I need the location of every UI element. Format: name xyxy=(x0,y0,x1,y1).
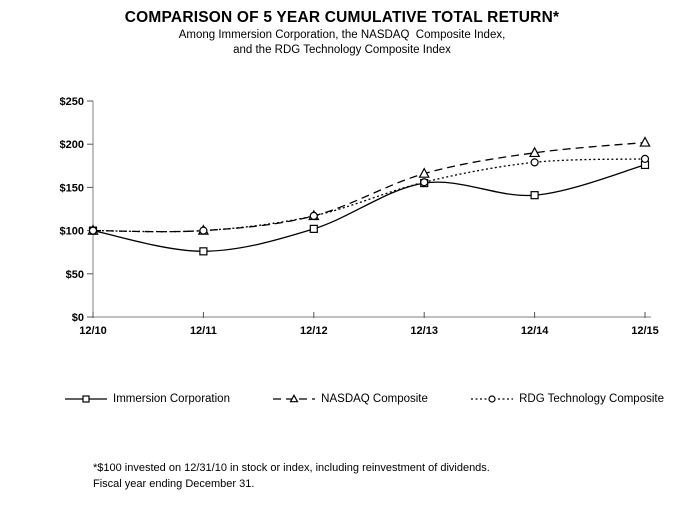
y-tick-label: $200 xyxy=(60,139,84,151)
legend-swatch-solid-square-icon xyxy=(65,395,107,403)
legend-label: NASDAQ Composite xyxy=(321,393,428,405)
legend-marker-square xyxy=(82,395,90,403)
footnote-line1: *$100 invested on 12/31/10 in stock or i… xyxy=(93,462,490,474)
legend-label: Immersion Corporation xyxy=(113,393,230,405)
marker-square-immersion-corporation xyxy=(199,247,208,256)
chart-footnote: *$100 invested on 12/31/10 in stock or i… xyxy=(93,460,490,492)
chart-legend: Immersion Corporation NASDAQ Composite R… xyxy=(64,392,664,406)
marker-triangle-nasdaq-composite xyxy=(528,146,541,158)
legend-marker-circle xyxy=(488,395,496,403)
marker-circle-rdg-technology-composite xyxy=(88,226,98,235)
chart-subtitle-line2: and the RDG Technology Composite Index xyxy=(233,44,451,56)
legend-item-immersion-corporation: Immersion Corporation xyxy=(64,392,230,406)
x-tick-label: 12/15 xyxy=(631,325,659,337)
chart-title: COMPARISON OF 5 YEAR CUMULATIVE TOTAL RE… xyxy=(124,9,560,26)
marker-circle-rdg-technology-composite xyxy=(640,154,650,163)
y-tick-label: $0 xyxy=(72,312,84,324)
series-rdg-technology-composite xyxy=(88,154,650,235)
y-tick-label: $50 xyxy=(66,269,84,281)
legend-item-rdg-technology-composite: RDG Technology Composite xyxy=(470,392,664,406)
series-nasdaq-composite xyxy=(87,136,651,235)
marker-square-immersion-corporation xyxy=(530,191,539,200)
marker-circle-rdg-technology-composite xyxy=(199,226,208,235)
series-line-nasdaq-composite xyxy=(92,141,646,233)
marker-triangle-nasdaq-composite xyxy=(418,167,430,178)
legend-swatch-dashed-triangle-icon xyxy=(273,394,316,403)
y-tick-label: $100 xyxy=(60,226,84,238)
legend-marker-triangle xyxy=(289,394,299,403)
marker-square-immersion-corporation xyxy=(309,224,318,233)
series-immersion-corporation xyxy=(88,160,650,256)
y-tick-label: $250 xyxy=(60,96,84,108)
chart-subtitle-line1: Among Immersion Corporation, the NASDAQ … xyxy=(178,29,506,41)
marker-circle-rdg-technology-composite xyxy=(309,211,318,221)
y-tick-label: $150 xyxy=(60,182,84,194)
marker-circle-rdg-technology-composite xyxy=(420,178,429,187)
legend-item-nasdaq-composite: NASDAQ Composite xyxy=(272,392,428,406)
legend-swatch-dotted-circle-icon xyxy=(471,395,514,403)
series-line-immersion-corporation xyxy=(92,164,646,252)
footnote-line2: Fiscal year ending December 31. xyxy=(93,478,255,490)
x-tick-label: 12/10 xyxy=(79,325,107,337)
x-tick-label: 12/11 xyxy=(190,325,217,337)
x-tick-label: 12/14 xyxy=(521,325,549,337)
x-tick-label: 12/13 xyxy=(410,325,438,337)
legend-label: RDG Technology Composite xyxy=(519,393,664,405)
series-line-rdg-technology-composite xyxy=(92,158,646,233)
marker-circle-rdg-technology-composite xyxy=(530,158,539,167)
x-tick-label: 12/12 xyxy=(300,325,328,337)
marker-triangle-nasdaq-composite xyxy=(639,136,651,147)
